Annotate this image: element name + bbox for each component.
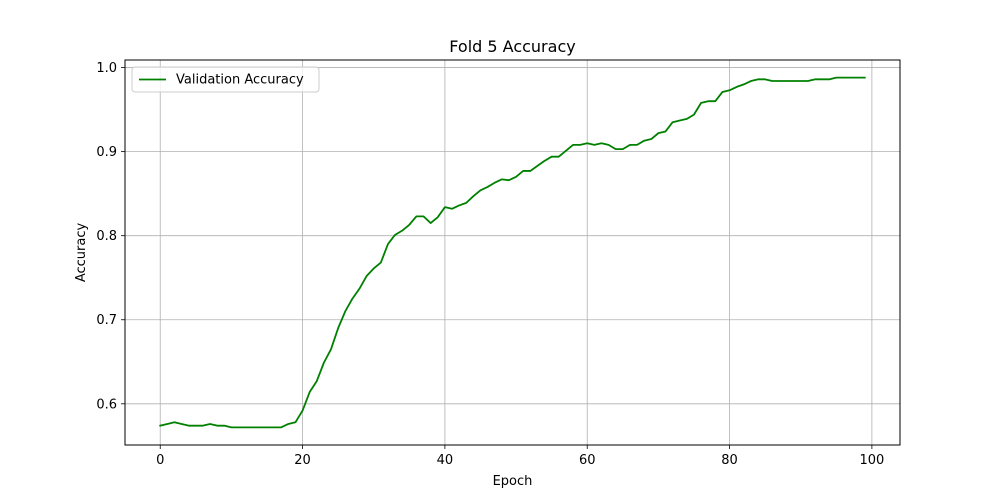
- y-tick-label: 0.6: [96, 397, 117, 412]
- legend-label: Validation Accuracy: [176, 73, 304, 88]
- y-tick-label: 0.8: [96, 229, 117, 244]
- x-axis-label: Epoch: [493, 474, 533, 489]
- x-tick-label: 100: [859, 453, 884, 468]
- tick-layer: 0 20 40 60 80 100 0.6 0.7 0.8 0.9 1.0: [96, 61, 884, 468]
- x-tick-label: 60: [579, 453, 596, 468]
- x-tick-label: 0: [156, 453, 164, 468]
- series-line-validation-accuracy: [159, 76, 866, 429]
- x-tick-label: 20: [294, 453, 311, 468]
- legend-box: [131, 66, 320, 93]
- x-tick-label: 80: [721, 453, 738, 468]
- chart-title: Fold 5 Accuracy: [449, 37, 575, 56]
- x-tick-label: 40: [437, 453, 454, 468]
- series-layer: [159, 76, 866, 429]
- legend: Validation Accuracy: [131, 66, 320, 93]
- y-axis-label: Accuracy: [74, 223, 89, 283]
- grid-layer: [125, 60, 900, 445]
- y-tick-label: 0.9: [96, 145, 117, 160]
- y-tick-label: 0.7: [96, 313, 117, 328]
- plot-area-frame: [124, 59, 901, 446]
- y-tick-label: 1.0: [96, 61, 117, 76]
